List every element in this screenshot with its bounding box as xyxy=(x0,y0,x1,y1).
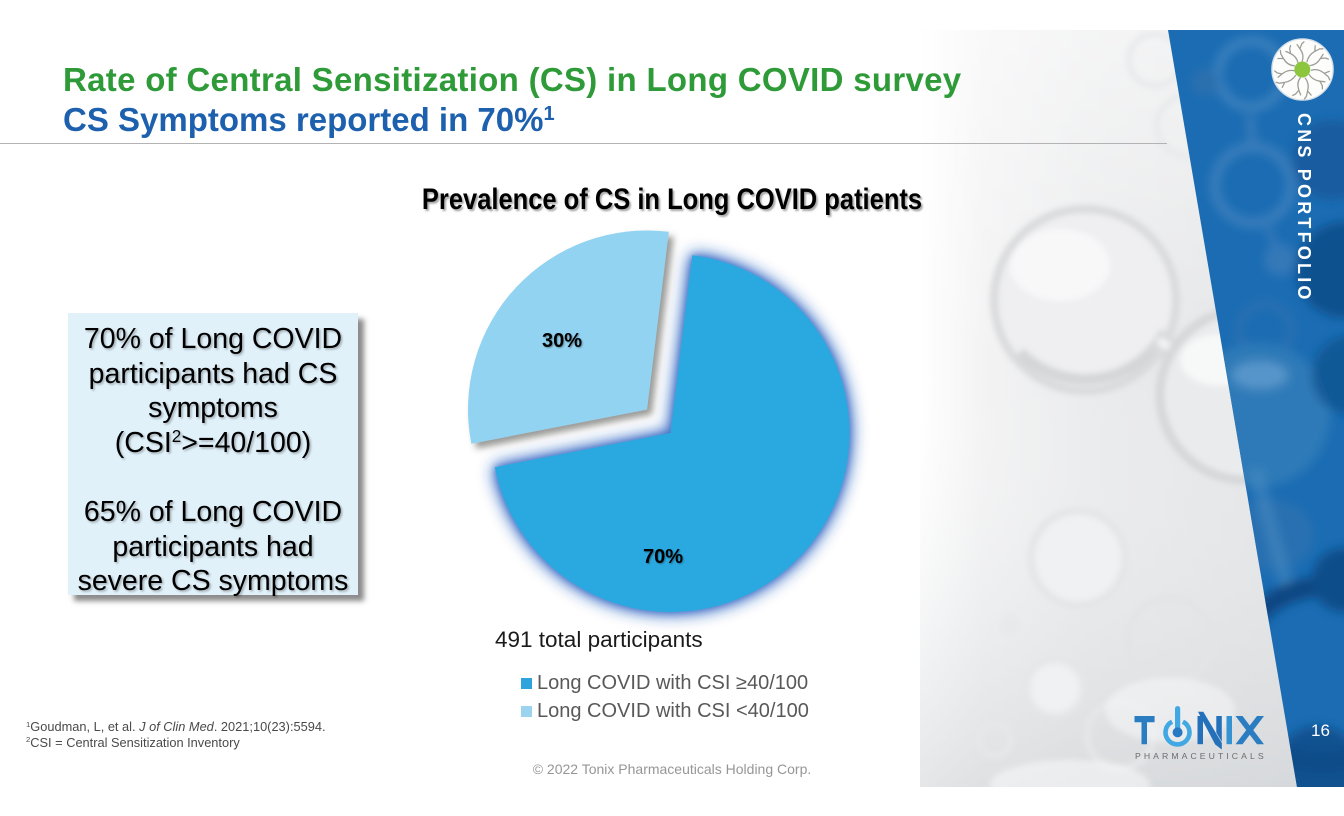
svg-text:PHARMACEUTICALS: PHARMACEUTICALS xyxy=(1135,751,1267,761)
